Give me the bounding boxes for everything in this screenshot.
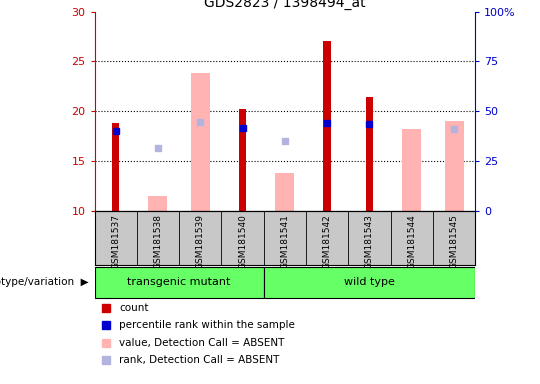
Bar: [264, 267, 475, 298]
Text: count: count: [119, 303, 148, 313]
Text: wild type: wild type: [344, 277, 395, 287]
Text: GSM181543: GSM181543: [365, 214, 374, 269]
Text: GSM181542: GSM181542: [323, 214, 332, 269]
Text: GSM181545: GSM181545: [450, 214, 458, 269]
Text: transgenic mutant: transgenic mutant: [127, 277, 231, 287]
Bar: [275, 173, 294, 211]
Text: GSM181537: GSM181537: [111, 214, 120, 269]
Bar: [191, 73, 210, 211]
Text: rank, Detection Call = ABSENT: rank, Detection Call = ABSENT: [119, 355, 280, 365]
Text: percentile rank within the sample: percentile rank within the sample: [119, 320, 295, 331]
Title: GDS2823 / 1398494_at: GDS2823 / 1398494_at: [204, 0, 366, 10]
Text: genotype/variation  ▶: genotype/variation ▶: [0, 277, 89, 287]
Text: GSM181538: GSM181538: [153, 214, 163, 269]
Bar: [366, 98, 373, 211]
Bar: [444, 121, 463, 211]
Text: value, Detection Call = ABSENT: value, Detection Call = ABSENT: [119, 338, 285, 348]
Bar: [94, 267, 264, 298]
Bar: [402, 129, 421, 211]
Text: GSM181540: GSM181540: [238, 214, 247, 269]
Bar: [112, 123, 119, 211]
Bar: [239, 109, 246, 211]
Text: GSM181544: GSM181544: [407, 214, 416, 269]
Text: GSM181541: GSM181541: [280, 214, 289, 269]
Bar: [148, 196, 167, 211]
Bar: [323, 41, 331, 211]
Text: GSM181539: GSM181539: [195, 214, 205, 269]
